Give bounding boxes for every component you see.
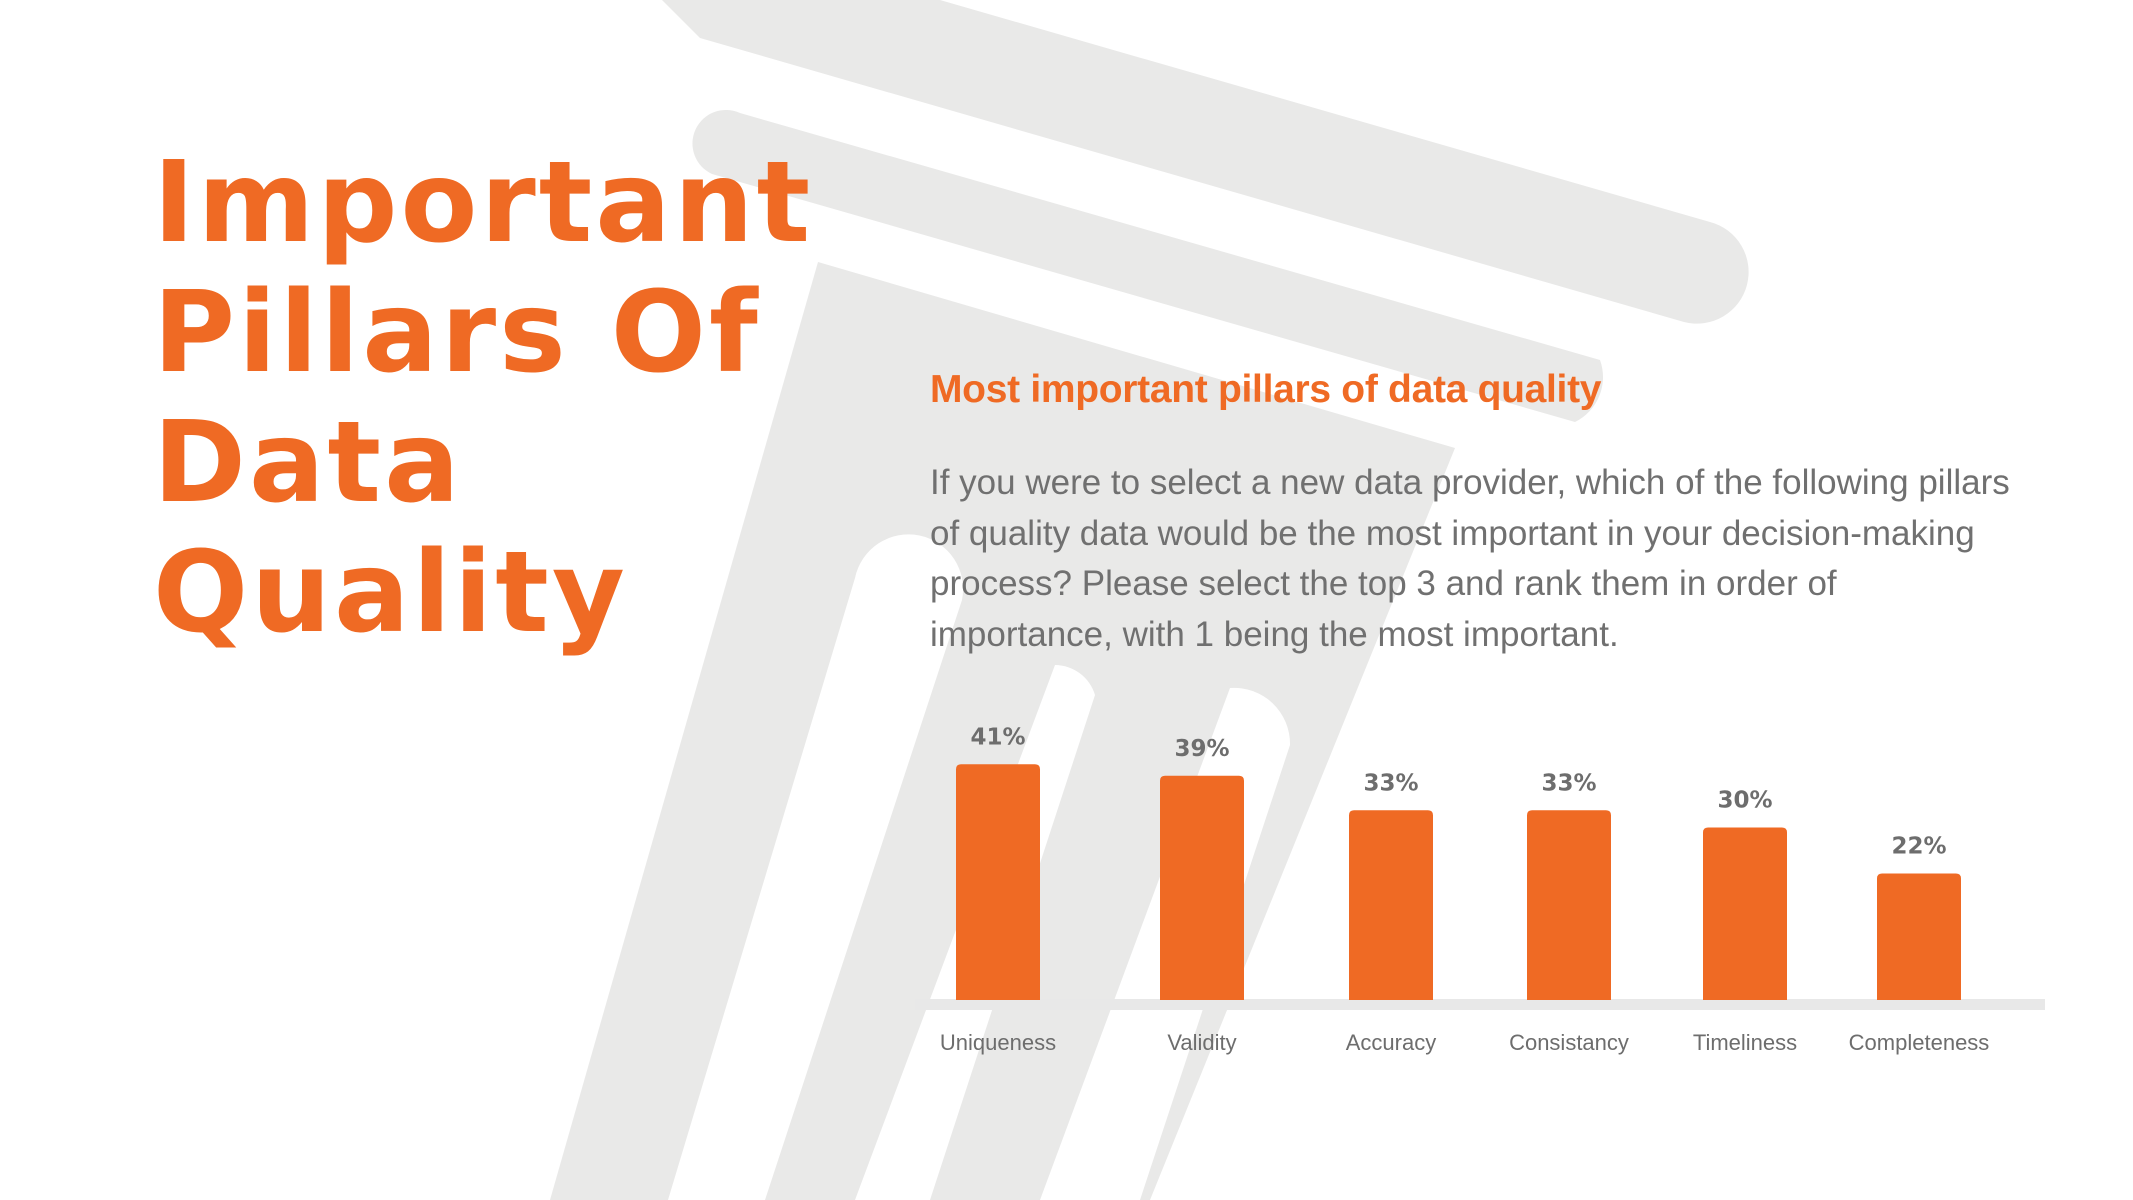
bar-timeliness [1703, 827, 1787, 1000]
title-line-4: Quality [153, 528, 628, 658]
value-label: 39% [1174, 736, 1229, 762]
chart-baseline [915, 999, 2045, 1010]
category-label: Uniqueness [940, 1030, 1056, 1055]
chart-title: Most important pillars of data quality [930, 368, 1602, 411]
value-label: 33% [1363, 770, 1418, 796]
value-label: 33% [1541, 770, 1596, 796]
bar-completeness [1877, 873, 1961, 1000]
bars-group: 41% Uniqueness 39% Validity 33% Accuracy 33% Co… [940, 724, 1989, 1055]
title-line-3: Data [153, 398, 463, 528]
value-label: 22% [1891, 834, 1946, 860]
value-label: 30% [1717, 788, 1772, 814]
page-title: Important Pillars Of Data Quality [153, 138, 814, 658]
bar-consistancy [1527, 810, 1611, 1000]
category-label: Timeliness [1693, 1030, 1797, 1055]
title-line-1: Important [153, 138, 814, 268]
category-label: Accuracy [1346, 1030, 1436, 1055]
category-label: Validity [1167, 1030, 1236, 1055]
category-label: Completeness [1849, 1030, 1990, 1055]
survey-question: If you were to select a new data provide… [930, 463, 2010, 654]
bar-validity [1160, 775, 1244, 1000]
category-label: Consistancy [1509, 1030, 1629, 1055]
bar-accuracy [1349, 810, 1433, 1000]
title-line-2: Pillars Of [153, 268, 761, 398]
bar-uniqueness [956, 764, 1040, 1000]
value-label: 41% [970, 724, 1025, 750]
